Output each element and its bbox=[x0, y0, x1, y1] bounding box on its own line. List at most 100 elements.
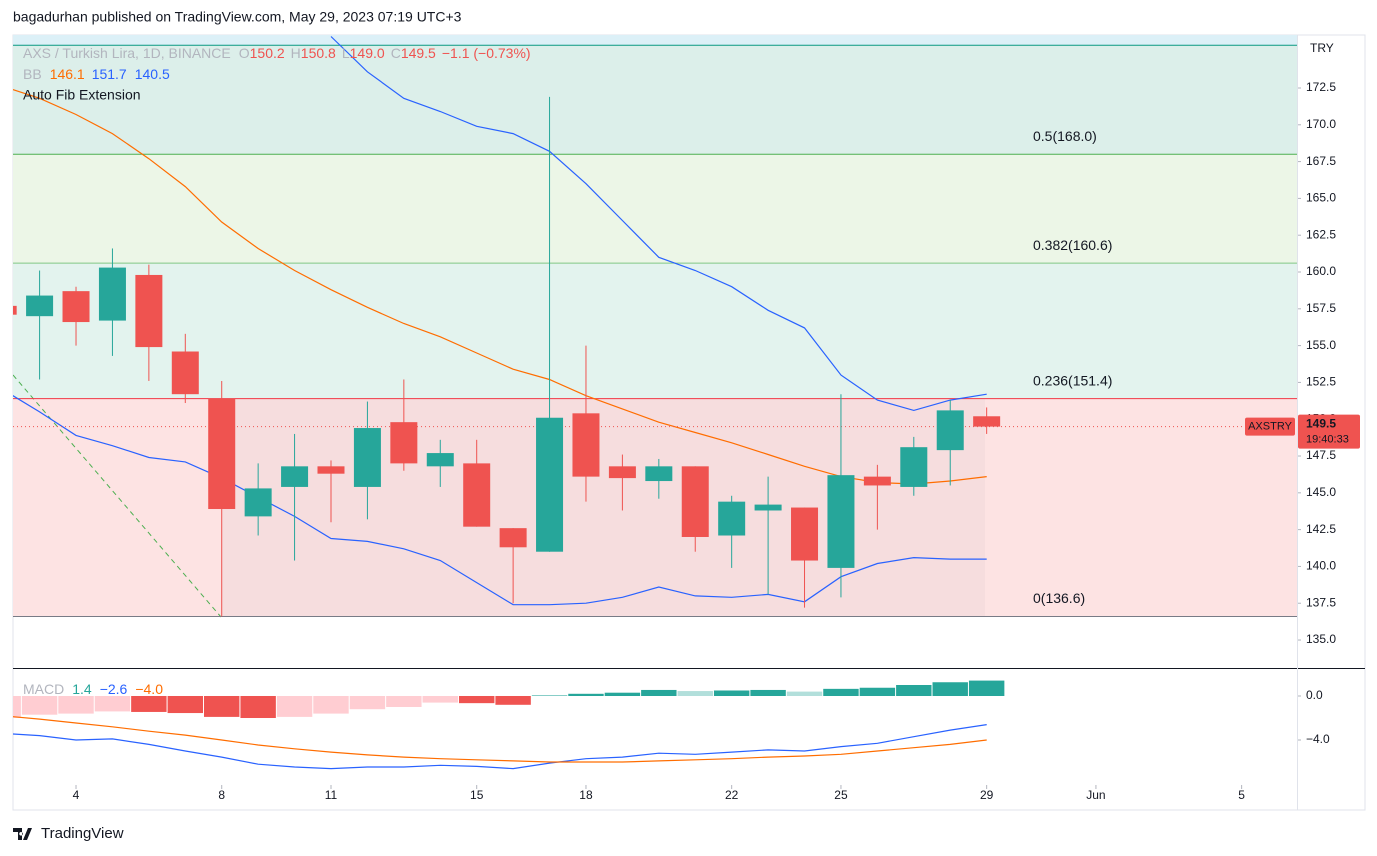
macd-histogram-bar bbox=[713, 690, 750, 696]
candle-body bbox=[317, 466, 345, 474]
legend-key: H bbox=[291, 45, 301, 61]
y-tick-label: 147.5 bbox=[1306, 448, 1336, 462]
macd-histogram-bar bbox=[13, 695, 21, 719]
macd-histogram-bar bbox=[386, 695, 422, 707]
candle-body bbox=[973, 416, 1001, 427]
y-tick-label: 142.5 bbox=[1306, 522, 1336, 536]
bb-value: 151.7 bbox=[92, 66, 127, 82]
x-tick-label: 11 bbox=[325, 788, 338, 802]
legend-value: 150.8 bbox=[301, 45, 336, 61]
candle-body bbox=[98, 267, 126, 321]
macd-histogram-bar bbox=[458, 695, 495, 704]
candle-body bbox=[281, 466, 309, 487]
candle-body bbox=[171, 351, 199, 395]
candle-body bbox=[499, 528, 527, 548]
price-countdown: 19:40:33 bbox=[1306, 433, 1349, 445]
fib-level-label: 0.5(168.0) bbox=[1033, 128, 1097, 144]
fib-trend-line bbox=[13, 374, 222, 618]
macd-histogram-bar bbox=[968, 680, 1005, 696]
fib-legend: Auto Fib Extension bbox=[23, 87, 141, 103]
macd-histogram-bar bbox=[896, 684, 932, 696]
macd-histogram-bar bbox=[58, 695, 94, 714]
bb-value: 146.1 bbox=[50, 66, 85, 82]
y-tick-label: 162.5 bbox=[1306, 227, 1336, 241]
candle-body bbox=[463, 463, 491, 527]
main-pane: 0(136.6) 0.236(151.4) 0.382(160.6) 0.5(168.… bbox=[13, 35, 1297, 618]
macd-line bbox=[13, 724, 987, 770]
macd-histogram-bar bbox=[495, 695, 531, 705]
macd-value: 1.4 bbox=[72, 681, 92, 697]
candle-body bbox=[936, 410, 964, 451]
macd-histogram-bar bbox=[677, 691, 713, 696]
candle-body bbox=[827, 475, 855, 568]
price-marker-label: 149.5 bbox=[1306, 417, 1336, 431]
fib-level-label: 0.382(160.6) bbox=[1033, 237, 1112, 253]
macd-histogram-bar bbox=[859, 687, 896, 696]
candle-body bbox=[208, 398, 236, 510]
y-tick-label: 137.5 bbox=[1306, 595, 1336, 609]
bb-value: 140.5 bbox=[135, 66, 170, 82]
candle-body bbox=[13, 305, 17, 315]
bb-legend: BB 146.1 151.7 140.5 bbox=[23, 66, 170, 82]
macd-histogram-bar bbox=[167, 695, 204, 714]
legend-key: L bbox=[342, 45, 350, 61]
candle-body bbox=[754, 504, 782, 511]
bb-lower bbox=[13, 395, 987, 606]
macd-pane bbox=[13, 680, 1005, 770]
fib-zone bbox=[13, 45, 1297, 155]
y-tick-label: 165.0 bbox=[1306, 191, 1336, 205]
candle-body bbox=[863, 476, 891, 486]
fib-zone bbox=[13, 154, 1297, 264]
x-tick-label: 8 bbox=[218, 788, 225, 802]
legend-change: −1.1 (−0.73%) bbox=[442, 45, 531, 61]
macd-histogram-bar bbox=[786, 691, 823, 696]
fib-zone bbox=[13, 263, 1297, 399]
candle-body bbox=[536, 417, 564, 552]
footer-brand: TradingView bbox=[41, 825, 124, 842]
candle-body bbox=[900, 447, 928, 487]
macd-histogram-bar bbox=[531, 695, 568, 696]
macd-histogram-bar bbox=[349, 695, 386, 710]
legend-key: O bbox=[239, 45, 250, 61]
overlay: 135.0 137.5 140.0 142.5 145.0 147.5 15 0.0 152.5… bbox=[23, 41, 1360, 802]
fib-level-label: 0(136.6) bbox=[1033, 590, 1085, 606]
macd-label: MACD bbox=[23, 681, 64, 697]
fib-level-label: 0.236(151.4) bbox=[1033, 372, 1112, 388]
macd-value: −4.0 bbox=[135, 681, 163, 697]
candle-body bbox=[426, 453, 454, 467]
legend-value: 149.0 bbox=[350, 45, 385, 61]
x-tick-label: 18 bbox=[579, 788, 593, 802]
candle-body bbox=[390, 422, 418, 464]
candle-body bbox=[26, 295, 54, 317]
y-tick-label: 170.0 bbox=[1306, 117, 1336, 131]
candle-body bbox=[681, 466, 709, 537]
y-tick-label: 135.0 bbox=[1306, 632, 1336, 646]
y-tick-label: 172.5 bbox=[1306, 80, 1336, 94]
y-tick-label: 152.5 bbox=[1306, 375, 1336, 389]
axis-unit: TRY bbox=[1310, 41, 1334, 55]
bb-basis bbox=[13, 89, 987, 485]
macd-histogram-bar bbox=[240, 695, 276, 719]
macd-histogram-bar bbox=[568, 693, 604, 696]
x-tick-label: 29 bbox=[980, 788, 994, 802]
candle-body bbox=[608, 466, 636, 479]
fib-range-box bbox=[221, 398, 985, 617]
x-tick-label: 22 bbox=[725, 788, 739, 802]
candle-body bbox=[572, 413, 600, 477]
macd-histogram-bar bbox=[750, 689, 786, 696]
macd-histogram-bar bbox=[422, 695, 458, 703]
legend-symbol: AXS / Turkish Lira, 1D, BINANCE bbox=[23, 45, 231, 61]
macd-histogram-bar bbox=[932, 682, 968, 696]
macd-histogram-bar bbox=[823, 688, 859, 696]
x-tick-label: 15 bbox=[470, 788, 484, 802]
x-tick-label: 5 bbox=[1238, 788, 1245, 802]
y-tick-label: 155.0 bbox=[1306, 338, 1336, 352]
macd-histogram-bar bbox=[21, 695, 58, 715]
legend-key: C bbox=[391, 45, 401, 61]
candle-body bbox=[62, 291, 90, 323]
macd-histogram-bar bbox=[94, 695, 131, 712]
candle-body bbox=[244, 488, 272, 517]
macd-histogram-bar bbox=[204, 695, 240, 717]
price-marker bbox=[1298, 414, 1360, 449]
